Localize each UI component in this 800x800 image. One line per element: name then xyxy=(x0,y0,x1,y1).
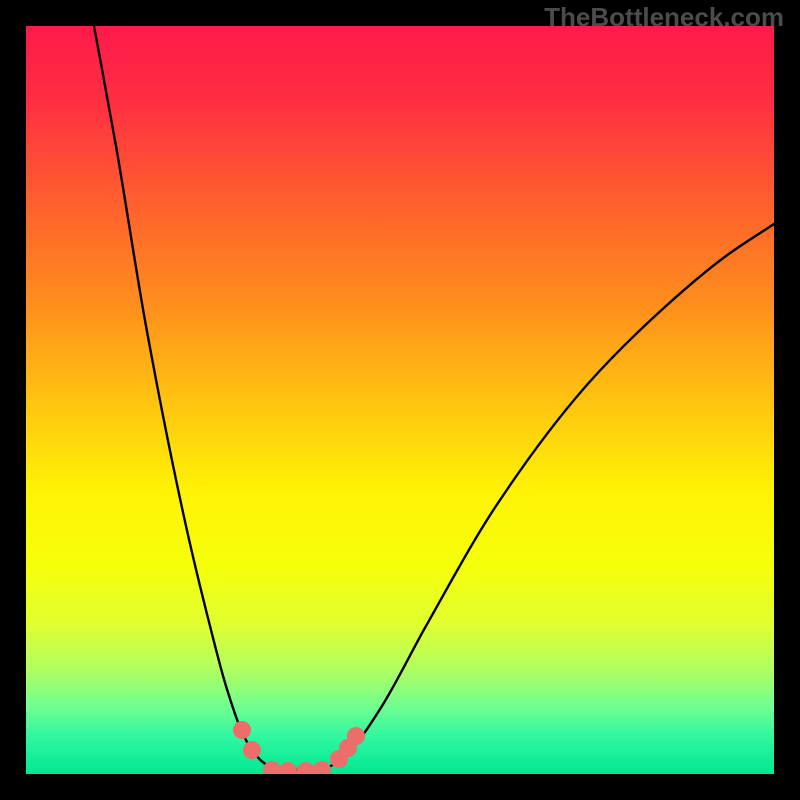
chart-frame xyxy=(0,0,800,800)
data-marker xyxy=(234,722,251,739)
data-marker xyxy=(280,763,297,775)
data-marker xyxy=(314,762,331,775)
data-marker xyxy=(298,763,315,775)
data-marker xyxy=(264,762,281,775)
chart-svg xyxy=(26,26,774,774)
plot-area xyxy=(26,26,774,774)
curve-left-branch xyxy=(94,26,278,770)
data-marker xyxy=(348,728,365,745)
watermark-text: TheBottleneck.com xyxy=(544,2,784,33)
data-marker xyxy=(244,742,261,759)
curve-right-branch xyxy=(322,224,774,770)
